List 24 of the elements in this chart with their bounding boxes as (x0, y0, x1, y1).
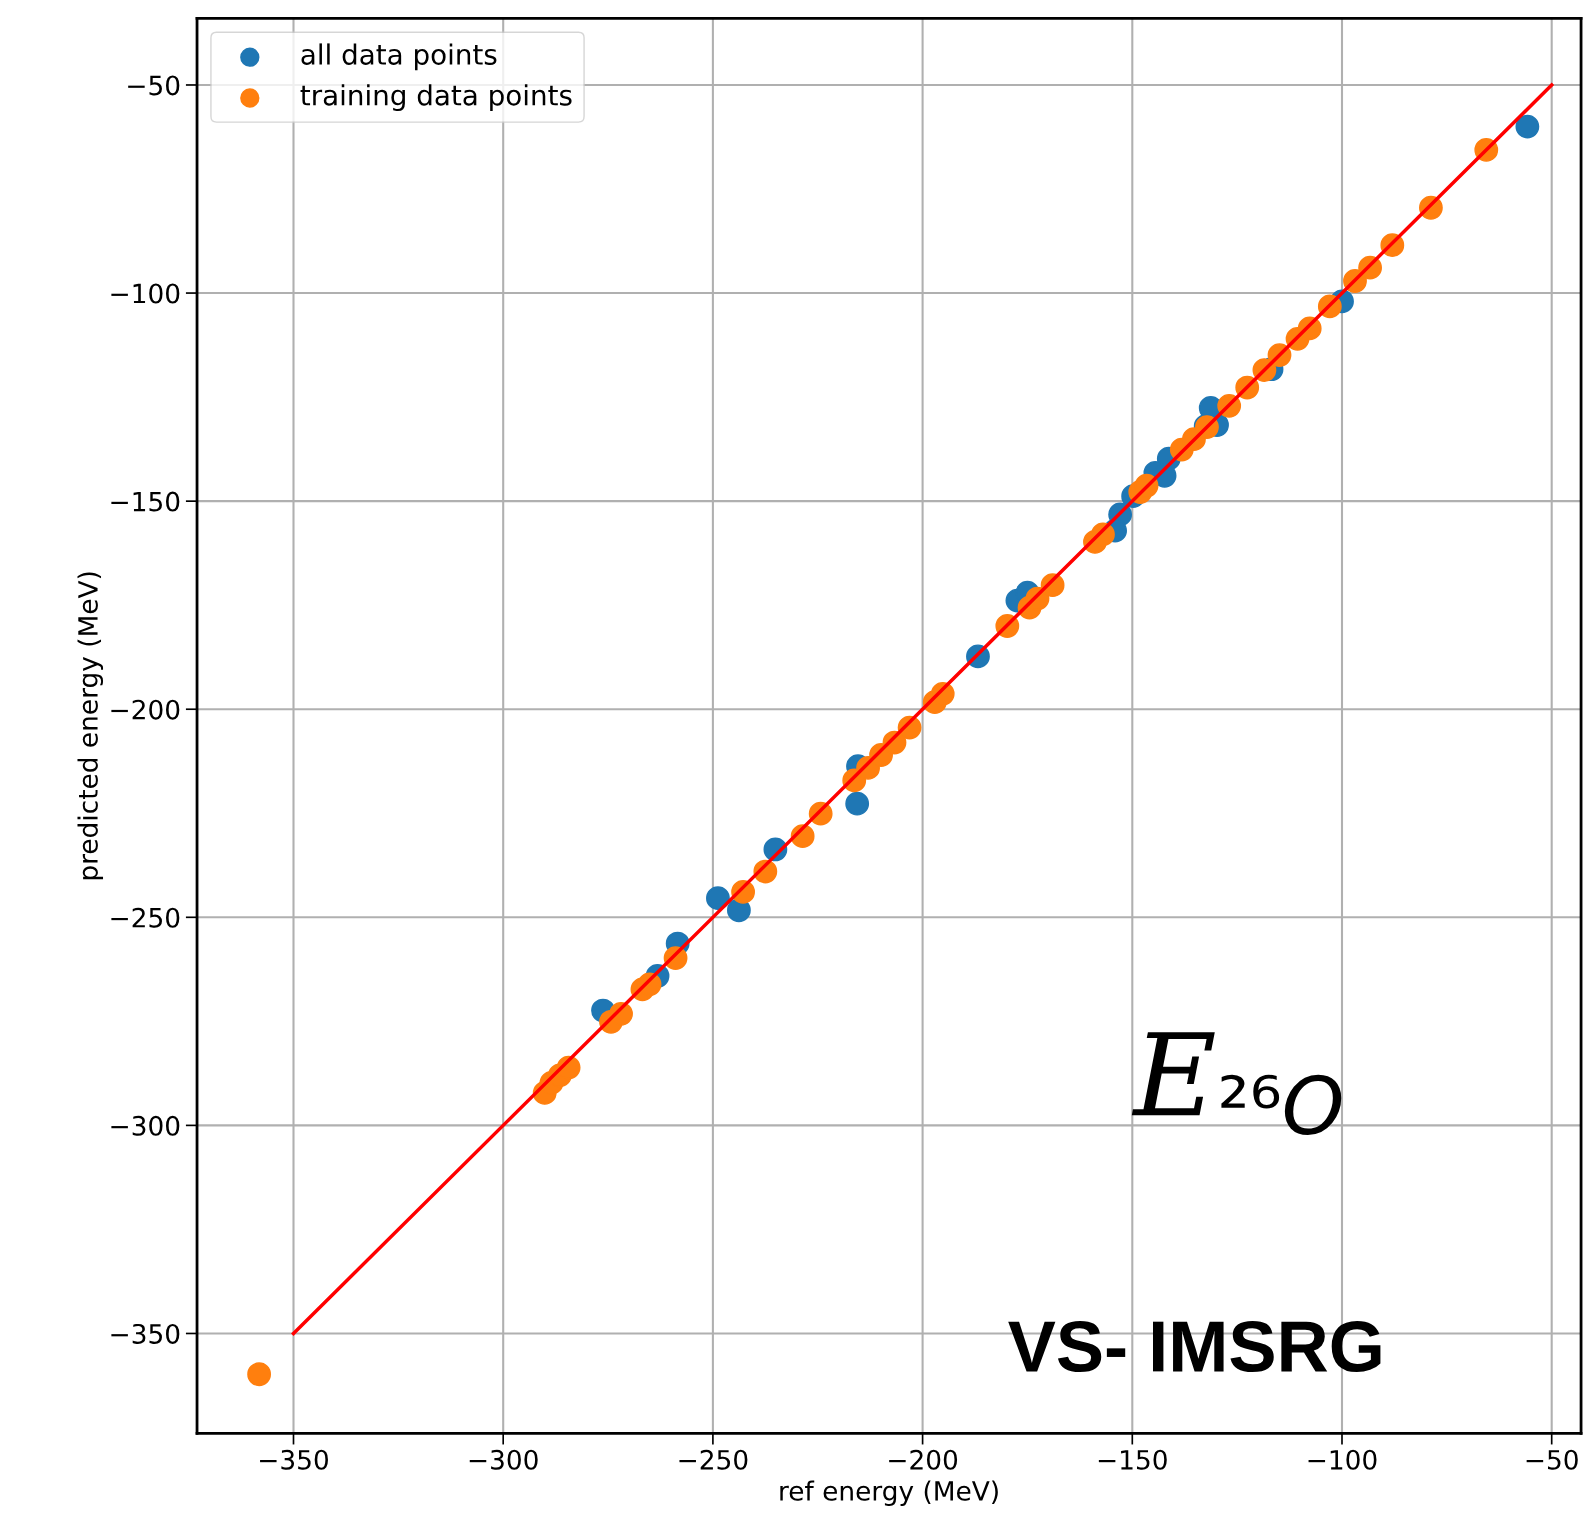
x-axis-title: ref energy (MeV) (780, 1480, 998, 1506)
y-axis-title: predicted energy (MeV) (77, 572, 104, 880)
legend-label: all data points (301, 43, 497, 71)
point (706, 886, 730, 911)
x-tick-label: −150 (1098, 1449, 1167, 1470)
point (1515, 114, 1540, 139)
x-tick-label: −50 (1526, 1449, 1578, 1470)
annotation: VS- IMSRG (1008, 1320, 1381, 1373)
y-tick-label: −250 (111, 907, 180, 928)
x-tick-label: −250 (679, 1449, 748, 1470)
y-tick-label: −150 (111, 491, 180, 512)
x-tick-label: −200 (889, 1449, 958, 1470)
y-tick-label: −350 (111, 1323, 180, 1344)
point (247, 1362, 271, 1387)
y-tick-label: −200 (111, 699, 180, 720)
y-tick-label: −50 (128, 75, 180, 96)
y-tick-label: −300 (111, 1115, 180, 1136)
legend-label: training data points (300, 84, 572, 112)
x-tick-label: −100 (1308, 1449, 1377, 1470)
annotation: E$_{²⁶O}$ (1131, 1032, 1342, 1135)
y-tick-label: −100 (111, 283, 180, 304)
x-tick-label: −350 (260, 1449, 328, 1470)
point (845, 791, 870, 816)
x-tick-label: −300 (469, 1449, 538, 1470)
